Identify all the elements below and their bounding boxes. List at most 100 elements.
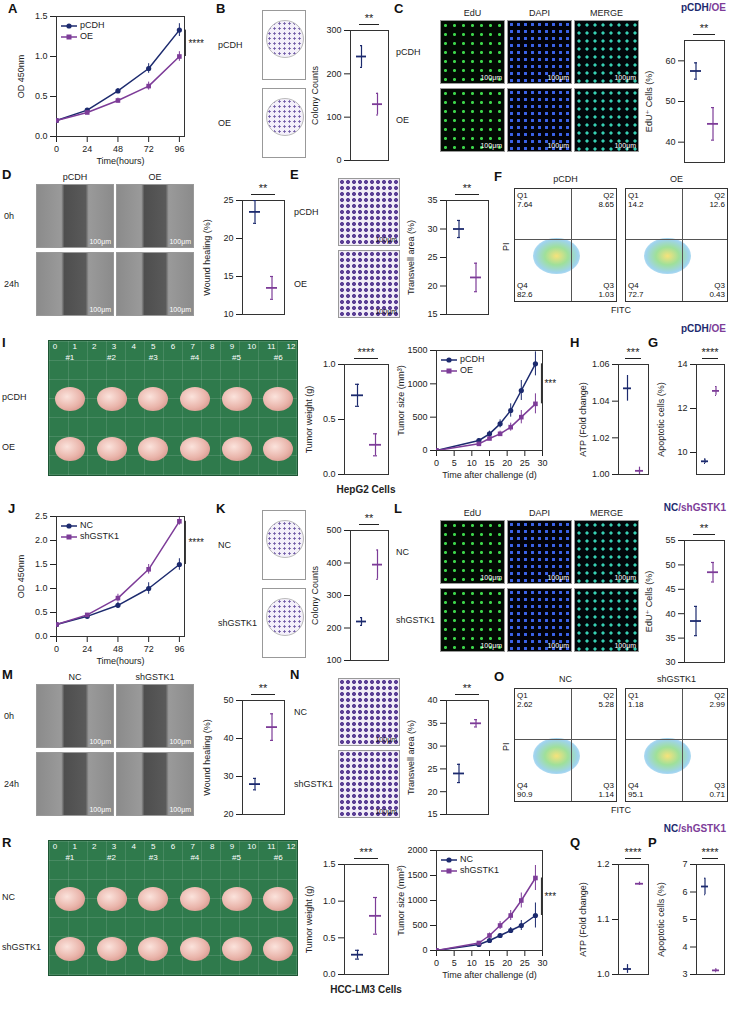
svg-text:30: 30 (427, 224, 437, 234)
svg-text:OD 450nm: OD 450nm (16, 555, 26, 599)
svg-text:5: 5 (682, 914, 687, 924)
svg-text:0: 0 (54, 644, 59, 654)
svg-text:Colony Counts: Colony Counts (310, 65, 320, 125)
svg-text:20: 20 (427, 787, 437, 797)
svg-text:1.0: 1.0 (323, 359, 336, 369)
svg-text:96: 96 (174, 644, 184, 654)
svg-text:0.5: 0.5 (35, 607, 48, 617)
svg-text:30: 30 (665, 657, 675, 667)
svg-text:0.5: 0.5 (323, 414, 336, 424)
svg-text:***: *** (544, 891, 556, 902)
svg-text:100: 100 (326, 112, 341, 122)
svg-text:15: 15 (484, 958, 494, 968)
svg-text:40: 40 (427, 695, 437, 705)
svg-text:25: 25 (427, 764, 437, 774)
svg-text:25: 25 (520, 958, 530, 968)
svg-text:35: 35 (665, 633, 675, 643)
svg-text:4: 4 (682, 942, 687, 952)
svg-text:12: 12 (677, 403, 687, 413)
svg-text:1500: 1500 (407, 345, 427, 355)
svg-text:15: 15 (223, 271, 233, 281)
svg-text:200: 200 (326, 623, 341, 633)
svg-text:10: 10 (677, 447, 687, 457)
svg-text:48: 48 (113, 644, 123, 654)
svg-text:Apoptotic cells (%): Apoptotic cells (%) (656, 382, 666, 457)
svg-text:0: 0 (336, 155, 341, 165)
svg-text:1500: 1500 (407, 870, 427, 880)
svg-text:48: 48 (113, 144, 123, 154)
svg-text:500: 500 (412, 412, 427, 422)
svg-text:1000: 1000 (407, 895, 427, 905)
svg-text:EdU⁺ Cells (%): EdU⁺ Cells (%) (644, 571, 654, 632)
svg-text:1.00: 1.00 (592, 469, 610, 479)
svg-text:1.5: 1.5 (35, 11, 48, 21)
svg-text:7: 7 (682, 859, 687, 869)
svg-text:30: 30 (537, 458, 547, 468)
svg-text:1.0: 1.0 (597, 969, 610, 979)
svg-text:200: 200 (326, 69, 341, 79)
svg-text:Wound healing (%): Wound healing (%) (202, 219, 212, 295)
svg-text:300: 300 (326, 590, 341, 600)
svg-text:72: 72 (144, 144, 154, 154)
svg-text:Tumor size (mm³): Tumor size (mm³) (396, 365, 406, 436)
svg-text:0.0: 0.0 (35, 131, 48, 141)
svg-text:500: 500 (412, 920, 427, 930)
svg-text:15: 15 (427, 309, 437, 319)
svg-text:****: **** (188, 38, 204, 49)
svg-text:1.06: 1.06 (592, 359, 610, 369)
svg-text:1.2: 1.2 (597, 859, 610, 869)
svg-text:1.5: 1.5 (35, 559, 48, 569)
svg-text:40: 40 (665, 609, 675, 619)
svg-text:40: 40 (665, 137, 675, 147)
svg-text:24: 24 (82, 144, 92, 154)
svg-text:20: 20 (502, 458, 512, 468)
svg-text:Time after challenge (d): Time after challenge (d) (442, 970, 537, 980)
svg-text:Wound healing (%): Wound healing (%) (202, 719, 212, 795)
svg-text:2.0: 2.0 (35, 535, 48, 545)
svg-text:Time(hours): Time(hours) (96, 156, 144, 166)
svg-text:1.0: 1.0 (323, 896, 336, 906)
svg-text:96: 96 (174, 144, 184, 154)
svg-text:5: 5 (452, 458, 457, 468)
svg-text:Transwell area (%): Transwell area (%) (406, 220, 416, 295)
svg-text:10: 10 (467, 958, 477, 968)
svg-text:60: 60 (665, 56, 675, 66)
svg-text:400: 400 (326, 558, 341, 568)
svg-text:20: 20 (427, 281, 437, 291)
svg-text:14: 14 (677, 359, 687, 369)
svg-text:Colony Counts: Colony Counts (310, 565, 320, 625)
svg-text:1.5: 1.5 (323, 859, 336, 869)
svg-text:6: 6 (682, 887, 687, 897)
svg-text:Time(hours): Time(hours) (96, 656, 144, 666)
svg-text:35: 35 (427, 195, 437, 205)
svg-text:72: 72 (144, 644, 154, 654)
svg-text:50: 50 (665, 560, 675, 570)
svg-text:24: 24 (82, 644, 92, 654)
svg-text:EdU⁺ Cells (%): EdU⁺ Cells (%) (644, 71, 654, 132)
svg-text:Tumor weight (g): Tumor weight (g) (304, 886, 314, 954)
svg-text:Tumor weight (g): Tumor weight (g) (304, 386, 314, 454)
svg-text:Transwell area (%): Transwell area (%) (406, 720, 416, 795)
svg-text:ATP (Fold change): ATP (Fold change) (578, 882, 588, 957)
svg-text:***: *** (544, 378, 556, 389)
svg-text:1.1: 1.1 (597, 914, 610, 924)
svg-text:20: 20 (223, 233, 233, 243)
svg-text:20: 20 (502, 958, 512, 968)
svg-text:0.5: 0.5 (35, 91, 48, 101)
svg-text:0: 0 (422, 945, 427, 955)
svg-text:0: 0 (54, 144, 59, 154)
svg-text:2.5: 2.5 (35, 511, 48, 521)
svg-text:15: 15 (427, 809, 437, 819)
svg-text:5: 5 (452, 958, 457, 968)
svg-text:****: **** (188, 537, 204, 548)
svg-text:Time after challenge (d): Time after challenge (d) (442, 470, 537, 480)
svg-text:10: 10 (467, 458, 477, 468)
svg-text:55: 55 (665, 535, 675, 545)
svg-text:2000: 2000 (407, 845, 427, 855)
svg-text:45: 45 (665, 584, 675, 594)
svg-text:100: 100 (326, 655, 341, 665)
svg-text:15: 15 (484, 458, 494, 468)
svg-text:0: 0 (434, 458, 439, 468)
svg-text:40: 40 (223, 733, 233, 743)
svg-text:50: 50 (665, 96, 675, 106)
